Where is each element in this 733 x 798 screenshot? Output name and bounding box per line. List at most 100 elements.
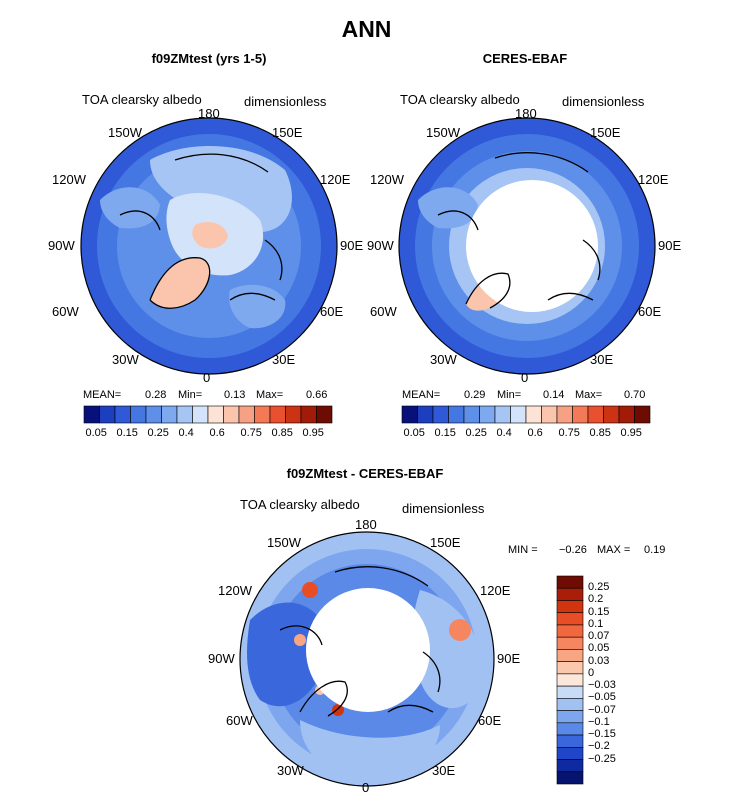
lon-label: 60W — [52, 304, 79, 319]
colorbar-tick-label: −0.1 — [588, 715, 610, 728]
page-title: ANN — [341, 16, 392, 42]
lon-label: 90W — [367, 238, 394, 253]
colorbar-tick-label: 0.15 — [116, 427, 138, 439]
lon-label: 30E — [590, 352, 614, 367]
colorbar-swatch — [556, 759, 584, 773]
colorbar-tick-label: 0 — [588, 666, 595, 679]
colorbar-swatch — [556, 600, 584, 614]
lon-label: 90W — [48, 238, 75, 253]
lon-label: 90W — [208, 651, 235, 666]
colorbar-swatch — [556, 710, 584, 724]
variable-label-model: TOA clearsky albedo — [82, 92, 202, 107]
coastline — [437, 152, 601, 309]
colorbar-tick-label: 0.07 — [588, 630, 610, 643]
lon-label: 150W — [108, 125, 142, 140]
lon-label: 180 — [515, 106, 537, 121]
colorbar-swatch — [556, 746, 584, 760]
stat-max-label: MAX = — [597, 544, 631, 556]
lon-label: 30W — [430, 352, 457, 367]
colorbar-tick-label: 0.75 — [240, 427, 262, 439]
hotspot — [449, 619, 471, 641]
units-label-diff: dimensionless — [402, 501, 485, 516]
lon-label: 150E — [430, 535, 461, 550]
region-canada — [418, 187, 478, 229]
map-border — [239, 531, 495, 787]
stat-min-label: MIN = — [508, 544, 538, 556]
lon-label: 120W — [370, 172, 404, 187]
stat-mean-value: 0.29 — [464, 389, 486, 401]
colorbar-swatch — [556, 673, 584, 687]
lon-label: 120E — [638, 172, 669, 187]
units-label-obs: dimensionless — [562, 94, 645, 109]
lon-label: 150W — [267, 535, 301, 550]
region-greenland — [150, 257, 210, 309]
colorbar-tick-label: 0.95 — [302, 427, 324, 439]
colorbar-obs — [401, 405, 651, 424]
lon-label: 150E — [590, 125, 621, 140]
variable-label-obs: TOA clearsky albedo — [400, 92, 520, 107]
coastline — [119, 153, 283, 309]
hotspot — [302, 582, 318, 598]
lon-label: 60E — [320, 304, 344, 319]
lon-label: 90E — [340, 238, 364, 253]
region-europe — [229, 284, 286, 329]
lon-label: 0 — [521, 370, 529, 385]
lon-label: 60W — [370, 304, 397, 319]
lon-label: 30E — [432, 763, 456, 778]
colorbar-tick-label: −0.07 — [588, 703, 616, 716]
lon-label: 0 — [203, 370, 211, 385]
colorbar-swatch — [556, 612, 584, 626]
colorbar-tick-label: 0.4 — [496, 427, 512, 439]
missing-data-hole — [466, 180, 598, 312]
stat-mean-label: MEAN= — [83, 389, 122, 401]
colorbar-swatch — [556, 636, 584, 650]
stat-min-value: 0.13 — [224, 389, 246, 401]
stat-min-value: −0.26 — [559, 544, 587, 556]
lon-label: 180 — [198, 106, 220, 121]
stat-min-value: 0.14 — [543, 389, 565, 401]
colorbar-swatch — [556, 587, 584, 601]
region-high-albedo — [192, 222, 228, 249]
lon-label: 0 — [362, 780, 370, 795]
lon-label: 90E — [497, 651, 521, 666]
lon-label: 30W — [112, 352, 139, 367]
lon-label: 120E — [480, 583, 511, 598]
lon-label: 30W — [277, 763, 304, 778]
colorbar-tick-label: 0.4 — [178, 427, 194, 439]
stat-max-label: Max= — [575, 389, 603, 401]
lon-label: 30E — [272, 352, 296, 367]
lon-label: 60E — [478, 713, 502, 728]
colorbar-tick-label: 0.85 — [271, 427, 293, 439]
lon-label: 60E — [638, 304, 662, 319]
panel-title-obs: CERES-EBAF — [482, 51, 568, 66]
colorbar-swatch — [556, 624, 584, 638]
colorbar-swatch — [556, 649, 584, 662]
colorbar-swatch — [556, 575, 584, 589]
colorbar-swatch — [556, 685, 584, 699]
map-border — [80, 117, 338, 375]
colorbar-tick-label: 0.85 — [589, 427, 611, 439]
region-siberia — [150, 146, 292, 233]
colorbar-diff — [556, 575, 584, 785]
lon-label: 60W — [226, 713, 253, 728]
colorbar-tick-label: 0.15 — [588, 605, 610, 618]
stat-max-value: 0.66 — [306, 389, 328, 401]
lon-label: 150E — [272, 125, 303, 140]
lon-label: 120W — [52, 172, 86, 187]
colorbar-tick-label: 0.6 — [527, 427, 543, 439]
lon-label: 120W — [218, 583, 252, 598]
colorbar-model — [83, 405, 333, 424]
colorbar-tick-label: 0.15 — [434, 427, 456, 439]
colorbar-tick-label: 0.95 — [620, 427, 642, 439]
colorbar-tick-label: −0.15 — [588, 728, 616, 741]
colorbar-tick-label: 0.2 — [588, 593, 604, 606]
colorbar-swatch — [316, 405, 333, 424]
stat-max-value: 0.70 — [624, 389, 646, 401]
stat-min-label: Min= — [178, 389, 203, 401]
stat-max-value: 0.19 — [644, 544, 666, 556]
panel-title-model: f09ZMtest (yrs 1-5) — [151, 51, 267, 66]
colorbar-tick-label: 0.25 — [465, 427, 487, 439]
lon-label: 90E — [658, 238, 682, 253]
